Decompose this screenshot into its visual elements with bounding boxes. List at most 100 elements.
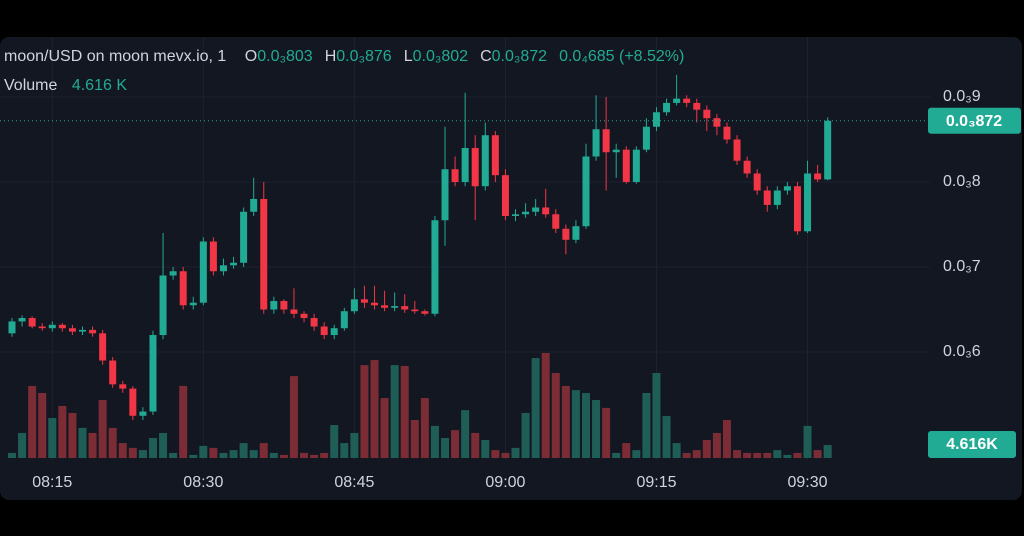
volume-bar — [259, 443, 268, 458]
symbol: moon/USD on moon mevx.io, 1 — [4, 48, 226, 65]
volume-bar — [68, 412, 77, 458]
candle-body — [783, 186, 791, 191]
candle-body — [149, 335, 157, 412]
candle-body — [461, 147, 469, 182]
volume-bar — [501, 452, 510, 458]
candle-body — [481, 135, 489, 187]
volume-bar — [430, 425, 439, 458]
volume-bar — [481, 439, 490, 458]
candle-body — [441, 169, 449, 221]
volume-bar — [612, 452, 621, 458]
ohlc-value: 0.0₃802 — [413, 48, 469, 65]
candle-body — [602, 129, 610, 153]
candle-body — [260, 198, 268, 310]
volume-bar — [722, 419, 731, 458]
candle-body — [179, 271, 187, 306]
volume-bar — [209, 447, 218, 458]
volume-bar — [571, 390, 580, 458]
volume-bar — [793, 452, 802, 458]
candle-body — [451, 169, 459, 182]
volume-bar — [219, 452, 228, 458]
volume-bar — [451, 430, 460, 458]
volume-bar — [28, 385, 37, 458]
legend-line: moon/USD on moon mevx.io, 1 O0.0₃803 H0.0… — [4, 48, 684, 65]
candle-body — [824, 120, 832, 180]
volume-bar — [18, 432, 27, 458]
volume-bar — [279, 454, 288, 458]
candle-body — [350, 299, 358, 312]
volume-bar — [310, 454, 319, 458]
volume-bar — [763, 452, 772, 458]
candle-body — [340, 311, 348, 329]
candle-body — [300, 313, 308, 319]
candle-body — [169, 271, 177, 276]
price-badge — [928, 107, 1021, 134]
candle-body — [632, 149, 640, 182]
candle-body — [89, 329, 97, 334]
candle-body — [612, 149, 620, 153]
volume-bar — [330, 425, 339, 458]
volume-legend: Volume 4.616 K — [4, 77, 127, 94]
volume-bar — [380, 398, 389, 458]
volume-bar — [289, 376, 298, 458]
volume-bar — [622, 443, 631, 458]
volume-bar — [300, 452, 309, 458]
volume-bar — [390, 365, 399, 458]
volume-bar — [269, 452, 278, 458]
candle-body — [290, 309, 298, 314]
candle-body — [219, 265, 227, 272]
volume-bar — [179, 385, 188, 458]
volume-bar — [370, 360, 379, 458]
volume-bar — [138, 450, 147, 458]
candle-body — [592, 129, 600, 157]
candle-body — [280, 301, 288, 310]
candle-body — [119, 384, 127, 389]
candle-body — [189, 302, 197, 306]
y-tick-label: 0.0₃6 — [943, 343, 981, 360]
volume-bar — [561, 385, 570, 458]
volume-bar — [249, 450, 258, 458]
axes-layer: 0.0₃9 0.0₃8 0.0₃7 0.0₃6 08:15 08:30 08:45 09:00… — [0, 88, 1021, 491]
ohlc-key: O — [245, 48, 257, 65]
candle-body — [78, 329, 86, 332]
candle-body — [18, 318, 26, 322]
candle-body — [572, 226, 580, 240]
volume-bar — [652, 372, 661, 458]
volume-bar — [199, 445, 208, 458]
candle-body — [391, 306, 399, 308]
candle-body — [159, 275, 167, 336]
volume-bar — [581, 392, 590, 458]
candle-body — [330, 328, 338, 336]
candle-body — [491, 135, 499, 176]
candle-body — [320, 326, 328, 336]
volume-bar — [602, 407, 611, 458]
candle-body — [652, 112, 660, 127]
volume-title: Volume — [4, 77, 57, 94]
candle-body — [240, 211, 248, 263]
ohlc-key: L — [404, 48, 413, 65]
candle-body — [773, 190, 781, 205]
volume-bar — [340, 443, 349, 458]
volume-bar — [753, 452, 762, 458]
candle-body — [542, 207, 550, 215]
candle-body — [230, 262, 238, 266]
price-badge-label: 0.0₃872 — [946, 113, 1002, 130]
x-tick-label: 08:45 — [334, 474, 374, 491]
candle-body — [642, 126, 650, 150]
change: 0.0₄685 (+8.52%) — [559, 48, 684, 65]
candle-body — [793, 186, 801, 232]
volume-bar — [632, 450, 641, 458]
candle-body — [562, 228, 570, 240]
candle-body — [713, 118, 721, 127]
volume-bar — [733, 450, 742, 458]
volume-bar — [712, 432, 721, 458]
candle-body — [38, 326, 46, 329]
volume-bar — [350, 432, 359, 458]
candle-body — [381, 305, 389, 308]
candle-body — [693, 102, 701, 110]
candle-body — [129, 388, 137, 416]
candle-body — [512, 214, 519, 216]
volume-bar — [813, 450, 822, 458]
volume-bar — [8, 452, 16, 458]
